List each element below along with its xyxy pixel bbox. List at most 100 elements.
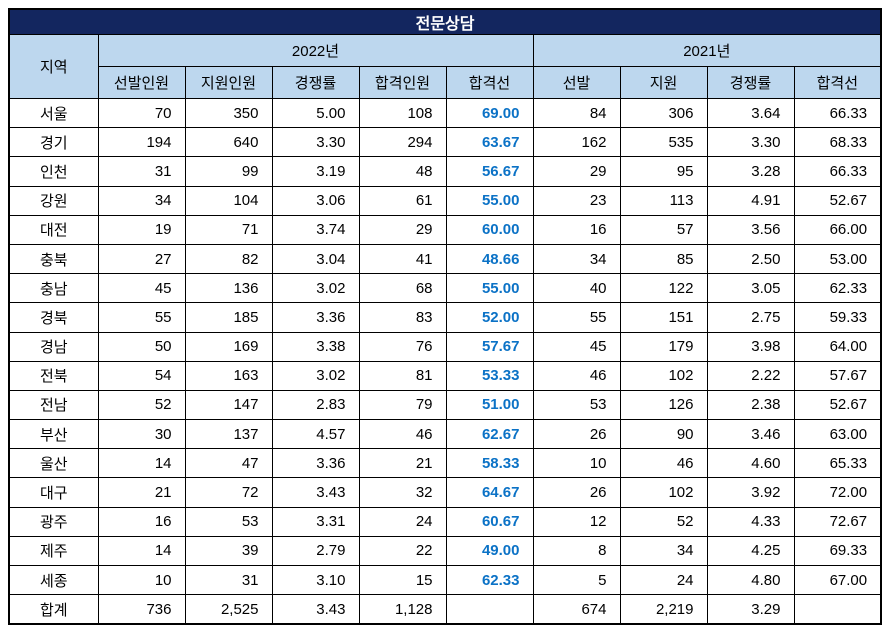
value-cell: 185 [184, 302, 273, 333]
value-cell: 3.46 [706, 419, 795, 450]
cutline-2022-cell: 52.00 [445, 302, 534, 333]
value-cell: 45 [532, 331, 621, 362]
exam-stats-table: 전문상담 지역 2022년 2021년 선발인원 지원인원 경쟁률 합격인원 합… [8, 8, 883, 625]
value-cell: 4.80 [706, 564, 795, 596]
value-cell: 1,128 [358, 594, 447, 625]
value-cell: 27 [97, 243, 186, 275]
value-cell: 2.83 [271, 389, 360, 421]
cutline-2022-cell: 56.67 [445, 156, 534, 187]
table-row: 경남 50 169 3.38 76 57.67 45 179 3.98 64.00 [8, 331, 882, 362]
value-cell: 3.02 [271, 360, 360, 391]
value-cell: 69.33 [793, 535, 882, 567]
table-row: 충북 27 82 3.04 41 48.66 34 85 2.50 53.00 [8, 243, 882, 275]
region-cell: 인천 [8, 156, 99, 187]
cutline-2022-cell: 60.67 [445, 506, 534, 537]
value-cell: 151 [619, 302, 708, 333]
value-cell: 3.19 [271, 156, 360, 187]
header-year-2022: 2022년 [97, 34, 534, 67]
value-cell: 34 [619, 535, 708, 567]
value-cell: 3.28 [706, 156, 795, 187]
region-cell: 충북 [8, 243, 99, 275]
value-cell: 55 [97, 302, 186, 333]
value-cell: 79 [358, 389, 447, 421]
table-row: 세종 10 31 3.10 15 62.33 5 24 4.80 67.00 [8, 564, 882, 596]
value-cell: 674 [532, 594, 621, 625]
cutline-2022-cell: 53.33 [445, 360, 534, 391]
value-cell: 3.06 [271, 185, 360, 216]
table-row: 충남 45 136 3.02 68 55.00 40 122 3.05 62.33 [8, 273, 882, 304]
value-cell: 31 [184, 564, 273, 596]
value-cell: 2,219 [619, 594, 708, 625]
value-cell: 52.67 [793, 389, 882, 421]
region-cell: 서울 [8, 97, 99, 129]
cutline-2022-cell: 64.67 [445, 477, 534, 508]
table-row: 제주 14 39 2.79 22 49.00 8 34 4.25 69.33 [8, 535, 882, 567]
value-cell: 30 [97, 419, 186, 450]
value-cell: 24 [619, 564, 708, 596]
region-cell: 대구 [8, 477, 99, 508]
value-cell: 71 [184, 214, 273, 245]
value-cell: 81 [358, 360, 447, 391]
table-title: 전문상담 [8, 8, 882, 35]
value-cell: 4.25 [706, 535, 795, 567]
value-cell: 2.22 [706, 360, 795, 391]
value-cell: 46 [358, 419, 447, 450]
value-cell: 16 [532, 214, 621, 245]
value-cell: 23 [532, 185, 621, 216]
value-cell: 136 [184, 273, 273, 304]
table-row: 전남 52 147 2.83 79 51.00 53 126 2.38 52.67 [8, 389, 882, 421]
value-cell: 21 [358, 448, 447, 479]
value-cell: 137 [184, 419, 273, 450]
value-cell: 45 [97, 273, 186, 304]
cutline-2022-cell: 55.00 [445, 273, 534, 304]
table-row: 광주 16 53 3.31 24 60.67 12 52 4.33 72.67 [8, 506, 882, 537]
title-row: 전문상담 [8, 8, 882, 35]
value-cell: 66.00 [793, 214, 882, 245]
value-cell: 19 [97, 214, 186, 245]
value-cell: 4.57 [271, 419, 360, 450]
region-cell: 울산 [8, 448, 99, 479]
value-cell: 3.04 [271, 243, 360, 275]
value-cell: 40 [532, 273, 621, 304]
value-cell: 3.36 [271, 302, 360, 333]
value-cell: 29 [532, 156, 621, 187]
value-cell: 48 [358, 156, 447, 187]
value-cell: 3.43 [271, 477, 360, 508]
value-cell: 102 [619, 477, 708, 508]
value-cell: 179 [619, 331, 708, 362]
cutline-2022-cell: 51.00 [445, 389, 534, 421]
value-cell: 31 [97, 156, 186, 187]
value-cell: 5.00 [271, 97, 360, 129]
value-cell: 50 [97, 331, 186, 362]
value-cell: 66.33 [793, 156, 882, 187]
data-table-sheet: 전문상담 지역 2022년 2021년 선발인원 지원인원 경쟁률 합격인원 합… [8, 8, 883, 625]
value-cell: 34 [532, 243, 621, 275]
value-cell: 90 [619, 419, 708, 450]
header-2022-passed: 합격인원 [358, 66, 447, 99]
region-cell: 전남 [8, 389, 99, 421]
value-cell: 12 [532, 506, 621, 537]
header-region: 지역 [8, 34, 99, 99]
value-cell: 5 [532, 564, 621, 596]
value-cell: 84 [532, 97, 621, 129]
value-cell: 2.38 [706, 389, 795, 421]
value-cell: 65.33 [793, 448, 882, 479]
value-cell: 14 [97, 448, 186, 479]
header-2022-ratio: 경쟁률 [271, 66, 360, 99]
value-cell: 2.50 [706, 243, 795, 275]
total-row: 합계 736 2,525 3.43 1,128 674 2,219 3.29 [8, 594, 882, 625]
value-cell: 68 [358, 273, 447, 304]
value-cell: 162 [532, 127, 621, 158]
value-cell: 64.00 [793, 331, 882, 362]
value-cell: 3.30 [706, 127, 795, 158]
value-cell: 95 [619, 156, 708, 187]
region-cell: 광주 [8, 506, 99, 537]
value-cell: 85 [619, 243, 708, 275]
value-cell [793, 594, 882, 625]
value-cell: 47 [184, 448, 273, 479]
value-cell: 76 [358, 331, 447, 362]
table-row: 전북 54 163 3.02 81 53.33 46 102 2.22 57.67 [8, 360, 882, 391]
value-cell: 350 [184, 97, 273, 129]
value-cell: 3.98 [706, 331, 795, 362]
value-cell: 3.29 [706, 594, 795, 625]
